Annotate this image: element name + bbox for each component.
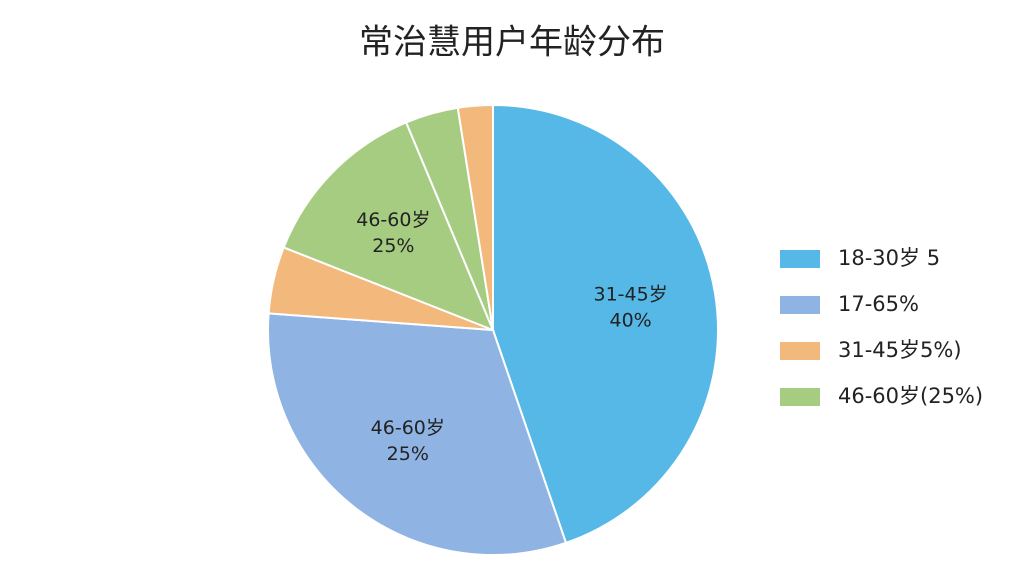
pie-slice xyxy=(492,103,719,545)
slice-label: 25% xyxy=(372,235,414,257)
legend-label: 18-30岁 5 xyxy=(838,246,940,270)
legend-label: 31-45岁5%) xyxy=(838,338,962,362)
slice-label: 46-60岁 xyxy=(356,209,430,231)
pie-slice xyxy=(282,121,495,332)
pie-slice xyxy=(267,312,568,556)
legend-label: 17-65% xyxy=(838,292,919,316)
legend-swatch xyxy=(780,250,820,268)
slice-label: 25% xyxy=(387,443,429,465)
legend-swatch xyxy=(780,388,820,406)
legend-swatch xyxy=(780,342,820,360)
slice-label: 31-45岁 xyxy=(593,284,667,306)
legend-swatch xyxy=(780,296,820,314)
slice-label: 40% xyxy=(609,310,651,332)
slice-label: 46-60岁 xyxy=(371,417,445,439)
legend-label: 46-60岁(25%) xyxy=(838,384,983,408)
chart-title: 常治慧用户年龄分布 xyxy=(359,23,665,63)
pie-slice xyxy=(456,103,494,331)
